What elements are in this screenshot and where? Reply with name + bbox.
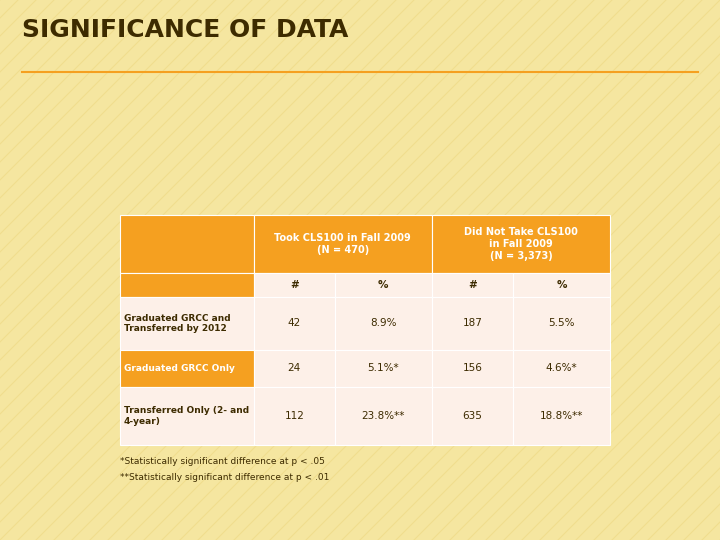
Bar — [513, 297, 610, 350]
Text: 5.5%: 5.5% — [548, 319, 575, 328]
Bar — [253, 350, 335, 387]
Bar — [120, 350, 253, 387]
Bar — [120, 297, 253, 350]
Text: *Statistically significant difference at p < .05: *Statistically significant difference at… — [120, 457, 325, 466]
Text: 23.8%**: 23.8%** — [361, 411, 405, 421]
Text: 112: 112 — [284, 411, 304, 421]
Bar — [432, 273, 513, 297]
Bar — [335, 350, 432, 387]
Text: Transferred Only (2- and
4-year): Transferred Only (2- and 4-year) — [124, 406, 249, 426]
Text: 24: 24 — [287, 363, 301, 373]
Bar — [253, 387, 335, 445]
Text: SIGNIFICANCE OF DATA: SIGNIFICANCE OF DATA — [22, 18, 348, 42]
Text: Graduated GRCC and
Transferred by 2012: Graduated GRCC and Transferred by 2012 — [124, 314, 230, 333]
Text: #: # — [468, 280, 477, 290]
Bar — [432, 297, 513, 350]
Text: 187: 187 — [462, 319, 482, 328]
Bar — [513, 350, 610, 387]
Bar — [335, 273, 432, 297]
Text: %: % — [378, 280, 389, 290]
Bar — [120, 215, 253, 273]
Text: 18.8%**: 18.8%** — [540, 411, 583, 421]
Bar — [120, 387, 253, 445]
Bar — [253, 273, 335, 297]
Text: #: # — [290, 280, 299, 290]
Text: %: % — [557, 280, 567, 290]
Bar — [335, 387, 432, 445]
Text: **Statistically significant difference at p < .01: **Statistically significant difference a… — [120, 473, 329, 482]
Text: 156: 156 — [462, 363, 482, 373]
Bar — [432, 215, 610, 273]
Text: 5.1%*: 5.1%* — [367, 363, 399, 373]
Bar — [253, 215, 432, 273]
Bar — [120, 273, 253, 297]
Bar — [432, 387, 513, 445]
Text: 4.6%*: 4.6%* — [546, 363, 577, 373]
Text: Took CLS100 in Fall 2009
(N = 470): Took CLS100 in Fall 2009 (N = 470) — [274, 233, 411, 255]
Text: Did Not Take CLS100
in Fall 2009
(N = 3,373): Did Not Take CLS100 in Fall 2009 (N = 3,… — [464, 227, 578, 261]
Bar — [335, 297, 432, 350]
Bar — [253, 297, 335, 350]
Text: 635: 635 — [462, 411, 482, 421]
Text: Graduated GRCC Only: Graduated GRCC Only — [124, 364, 235, 373]
Bar — [513, 387, 610, 445]
Bar — [432, 350, 513, 387]
Text: 42: 42 — [287, 319, 301, 328]
Text: 8.9%: 8.9% — [370, 319, 397, 328]
Bar — [513, 273, 610, 297]
